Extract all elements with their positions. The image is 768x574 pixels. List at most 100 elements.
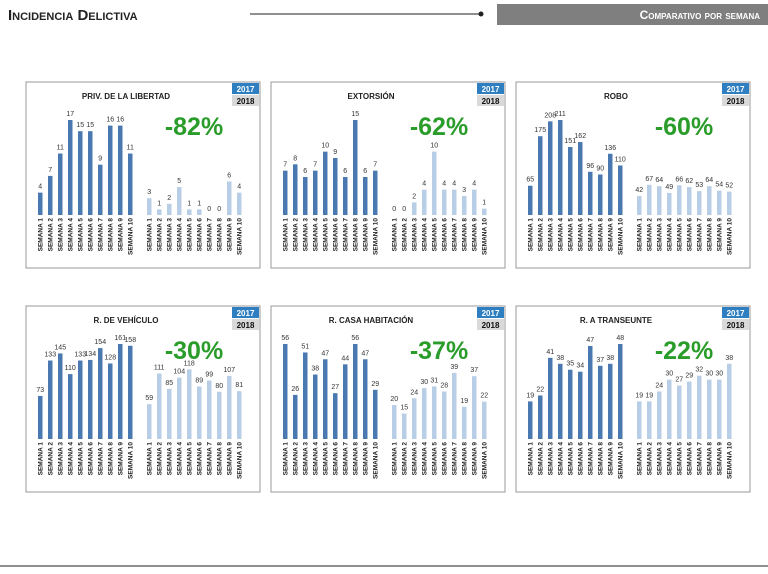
x-tick-label: SEMANA 10 <box>237 218 244 255</box>
legend-label: 2017 <box>482 85 500 94</box>
bar <box>578 371 583 439</box>
x-tick-label: SEMANA 4 <box>68 218 75 252</box>
legend-box <box>232 95 259 106</box>
bar <box>402 413 407 439</box>
bar <box>717 379 722 439</box>
x-tick-label: SEMANA 8 <box>353 218 360 252</box>
x-tick-label: SEMANA 8 <box>462 442 469 476</box>
legend-label: 2017 <box>727 85 745 94</box>
value-label: 6 <box>303 168 307 175</box>
value-label: 107 <box>223 367 235 374</box>
bar <box>412 398 417 439</box>
value-label: 41 <box>546 349 554 356</box>
x-tick-label: SEMANA 8 <box>598 442 605 476</box>
value-label: 133 <box>74 352 86 359</box>
bar <box>707 186 712 215</box>
bar <box>323 359 328 439</box>
value-label: 4 <box>452 181 456 188</box>
bar <box>578 142 583 215</box>
x-tick-label: SEMANA 8 <box>217 218 224 252</box>
x-tick-label: SEMANA 10 <box>727 218 734 255</box>
bar <box>303 177 308 215</box>
bar <box>363 359 368 439</box>
x-tick-label: SEMANA 10 <box>482 218 489 255</box>
bar <box>452 189 457 215</box>
x-tick-label: SEMANA 7 <box>697 442 704 476</box>
value-label: 154 <box>94 339 106 346</box>
value-label: 6 <box>343 168 347 175</box>
bar <box>147 198 152 215</box>
value-label: 35 <box>566 361 574 368</box>
x-tick-label: SEMANA 5 <box>323 442 330 476</box>
bar <box>227 181 232 215</box>
x-tick-label: SEMANA 3 <box>412 442 419 476</box>
x-tick-label: SEMANA 3 <box>303 442 310 476</box>
value-label: 110 <box>65 365 76 372</box>
x-tick-label: SEMANA 7 <box>452 442 459 476</box>
x-tick-label: SEMANA 2 <box>157 218 164 252</box>
value-label: 59 <box>145 395 153 402</box>
value-label: 56 <box>281 335 289 342</box>
bar <box>412 202 417 215</box>
x-tick-label: SEMANA 2 <box>402 218 409 252</box>
value-label: 1 <box>157 200 161 207</box>
value-label: 34 <box>576 363 584 370</box>
x-tick-label: SEMANA 6 <box>442 442 449 476</box>
bar <box>422 189 427 215</box>
x-tick-label: SEMANA 7 <box>98 218 105 252</box>
x-tick-label: SEMANA 2 <box>538 442 545 476</box>
value-label: 1 <box>482 200 486 207</box>
x-tick-label: SEMANA 5 <box>677 218 684 252</box>
value-label: 0 <box>392 206 396 213</box>
bar <box>313 170 318 215</box>
x-tick-label: SEMANA 9 <box>227 442 234 476</box>
x-tick-label: SEMANA 4 <box>558 442 565 476</box>
value-label: 30 <box>705 371 713 378</box>
x-tick-label: SEMANA 1 <box>637 442 644 476</box>
value-label: 37 <box>596 357 604 364</box>
bar <box>58 353 63 439</box>
change-annotation: -62% <box>410 113 468 141</box>
bar <box>697 375 702 439</box>
value-label: 20 <box>390 396 398 403</box>
x-tick-label: SEMANA 3 <box>548 218 555 252</box>
x-tick-label: SEMANA 5 <box>568 442 575 476</box>
bar <box>343 177 348 215</box>
value-label: 15 <box>351 111 359 118</box>
bar <box>58 153 63 215</box>
bar <box>237 192 242 215</box>
value-label: 48 <box>616 335 624 342</box>
value-label: 128 <box>104 354 116 361</box>
value-label: 0 <box>402 206 406 213</box>
bar <box>707 379 712 439</box>
x-tick-label: SEMANA 8 <box>353 442 360 476</box>
value-label: 158 <box>124 337 136 344</box>
x-tick-label: SEMANA 3 <box>167 218 174 252</box>
bar <box>588 345 593 439</box>
value-label: 16 <box>116 117 124 124</box>
panel-border <box>515 81 751 269</box>
value-label: 161 <box>114 335 126 342</box>
value-label: 110 <box>615 156 626 163</box>
x-tick-label: SEMANA 3 <box>657 442 664 476</box>
x-tick-label: SEMANA 8 <box>598 218 605 252</box>
x-tick-label: SEMANA 9 <box>472 442 479 476</box>
bar <box>637 196 642 215</box>
value-label: 81 <box>235 382 243 389</box>
bar <box>697 191 702 215</box>
x-tick-label: SEMANA 1 <box>392 442 399 476</box>
value-label: 162 <box>574 133 586 140</box>
value-label: 52 <box>725 183 733 190</box>
value-label: 28 <box>440 383 448 390</box>
bar <box>608 153 613 215</box>
bar <box>217 391 222 439</box>
legend-box <box>477 95 504 106</box>
bar <box>432 386 437 439</box>
bar <box>227 375 232 439</box>
value-label: 39 <box>450 364 458 371</box>
value-label: 6 <box>363 168 367 175</box>
value-label: 22 <box>480 393 488 400</box>
x-tick-label: SEMANA 10 <box>373 442 380 479</box>
legend-box <box>232 83 259 94</box>
chart-title: PRIV. DE LA LIBERTAD <box>82 92 170 101</box>
